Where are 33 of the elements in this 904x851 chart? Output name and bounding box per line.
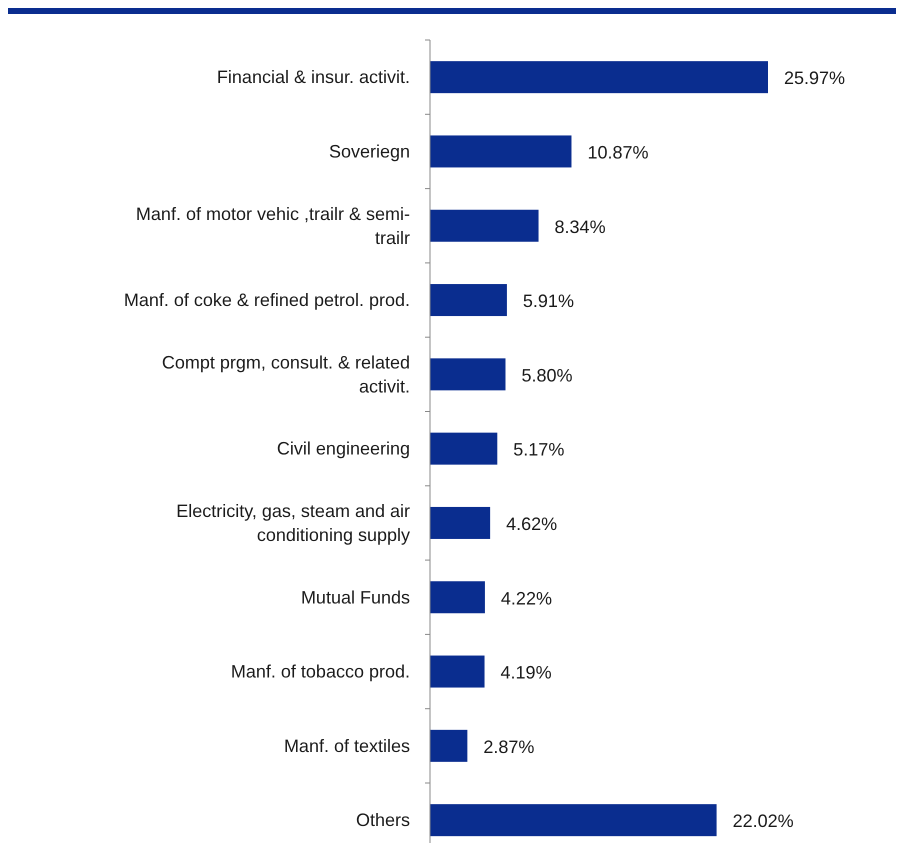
y-tick-label: Manf. of tobacco prod. <box>230 662 410 682</box>
y-tick-label: Others <box>356 810 410 830</box>
bar <box>430 730 468 762</box>
y-tick-label: Electricity, gas, steam and air conditioning supply <box>176 500 410 545</box>
y-tick-label: Mutual Funds <box>300 587 410 608</box>
data-label: 22.02% <box>732 811 794 832</box>
bar <box>430 581 485 614</box>
data-label: 4.22% <box>500 588 552 608</box>
y-tick-label: Manf. of textiles <box>284 736 410 756</box>
y-tick-label: Compt prgm, consult. & related activit. <box>162 352 410 396</box>
y-tick-label: Soveriegn <box>328 141 410 162</box>
y-tick-label: Manf. of coke & refined petrol. prod. <box>124 290 410 310</box>
y-tick-label: Civil engineering <box>276 438 410 459</box>
data-label: 10.87% <box>587 142 649 162</box>
data-label: 5.17% <box>513 440 564 460</box>
bar <box>430 506 490 539</box>
data-label: 2.87% <box>483 736 534 757</box>
bar <box>430 284 507 316</box>
bar <box>430 135 572 168</box>
data-label: 25.97% <box>784 68 846 88</box>
bar <box>430 656 485 688</box>
data-label: 8.34% <box>554 216 606 237</box>
bar <box>430 210 539 242</box>
data-label: 5.91% <box>522 291 574 312</box>
y-tick-label: Financial & insur. activit. <box>216 67 410 88</box>
bar <box>430 804 717 836</box>
data-label: 5.80% <box>521 365 573 386</box>
data-label: 4.62% <box>506 514 558 534</box>
data-label: 4.19% <box>500 662 552 683</box>
bar <box>430 432 498 465</box>
bar <box>430 358 506 390</box>
y-tick-label: Manf. of motor vehic ,trailr & semi-trailr <box>136 204 410 248</box>
bar <box>430 61 768 94</box>
